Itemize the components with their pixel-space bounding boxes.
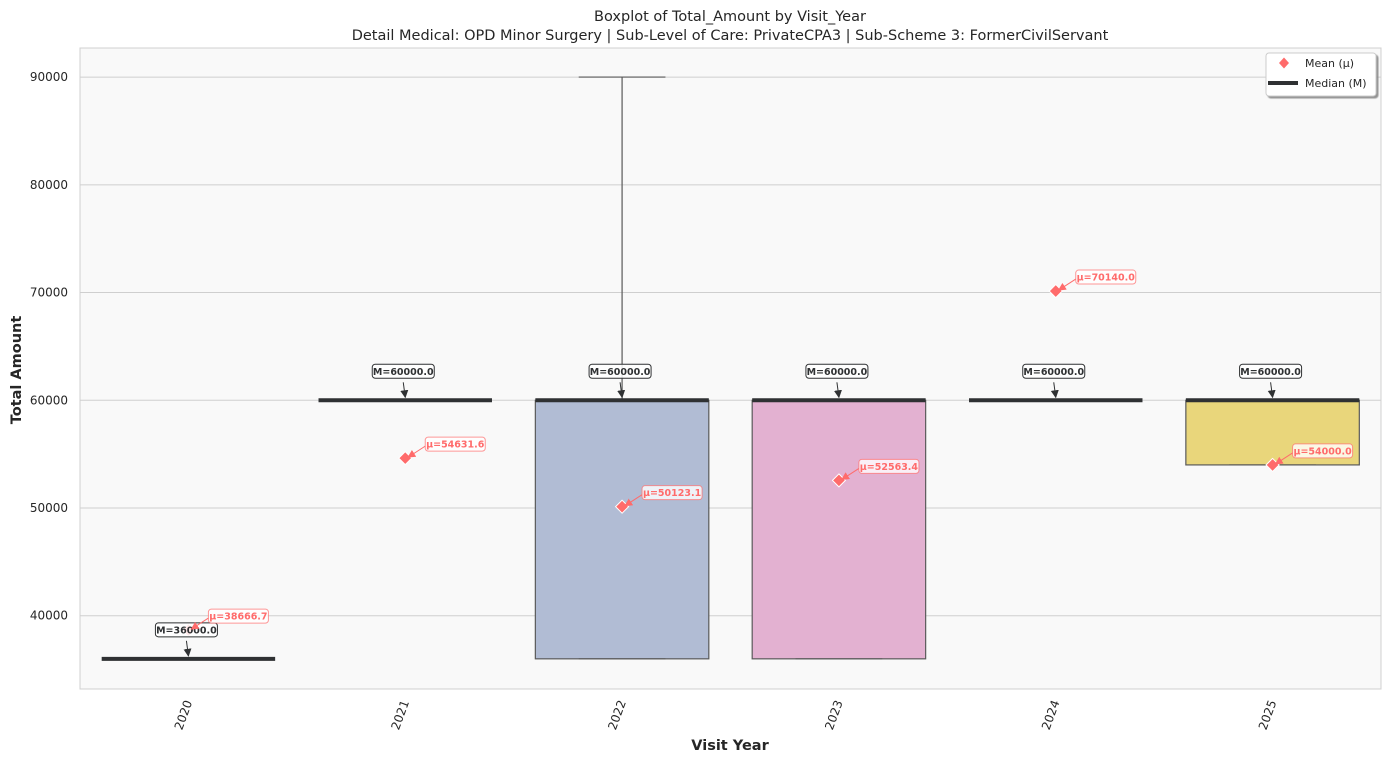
median-label-box-2025 bbox=[1239, 363, 1303, 379]
x-tick-label: 2025 bbox=[1256, 698, 1280, 731]
annotations: M=36000.0 μ=38666.7 M=60000.0 μ=54631.6 M=60… bbox=[154, 269, 1354, 657]
mean-label-box-2024 bbox=[1075, 269, 1137, 285]
chart-title: Boxplot of Total_Amount by Visit_Year bbox=[594, 9, 866, 25]
mean-label-box-2022 bbox=[641, 485, 703, 501]
mean-arrow-2020 bbox=[190, 617, 209, 630]
x-tick-label: 2020 bbox=[172, 698, 196, 731]
mean-arrow-2024 bbox=[1057, 278, 1077, 291]
mean-label-box-2021 bbox=[424, 436, 486, 452]
box-series bbox=[101, 76, 1360, 661]
median-arrow-2023 bbox=[834, 382, 842, 399]
legend-box bbox=[1265, 52, 1377, 97]
box-2023 bbox=[751, 399, 927, 660]
x-tick-label: 2023 bbox=[822, 698, 846, 731]
y-tick-label: 50000 bbox=[30, 501, 68, 515]
median-label-box-2020 bbox=[154, 622, 218, 638]
y-tick-label: 40000 bbox=[30, 609, 68, 623]
mean-arrow-2022 bbox=[624, 494, 643, 507]
legend-median-label: Median (M) bbox=[1305, 77, 1367, 90]
y-tick-label: 70000 bbox=[30, 286, 68, 300]
x-tick-label: 2022 bbox=[605, 698, 629, 731]
mean-arrow-2023 bbox=[841, 467, 860, 480]
legend-mean-marker bbox=[1279, 57, 1289, 69]
mean-label-2025: μ=54000.0 bbox=[1293, 446, 1352, 457]
median-arrow-2024 bbox=[1050, 382, 1059, 399]
y-tick-label: 60000 bbox=[30, 393, 68, 407]
x-axis-label: Visit Year bbox=[691, 738, 769, 754]
median-label-2022: M=60000.0 bbox=[590, 367, 651, 378]
mean-arrow-2025 bbox=[1274, 452, 1293, 465]
median-arrow-2025 bbox=[1267, 382, 1276, 399]
mean-label-2020: μ=38666.7 bbox=[209, 612, 267, 623]
plot-area bbox=[79, 47, 1382, 690]
x-axis-ticks: 2020 2021 2022 2023 2024 2025 bbox=[172, 698, 1280, 731]
y-tick-label: 90000 bbox=[30, 70, 68, 84]
x-tick-label: 2024 bbox=[1039, 698, 1063, 731]
chart-subtitle: Detail Medical: OPD Minor Surgery | Sub-… bbox=[352, 28, 1109, 44]
y-tick-label: 80000 bbox=[30, 178, 68, 192]
y-axis-label: Total Amount bbox=[9, 316, 25, 425]
median-arrow-2021 bbox=[400, 382, 409, 399]
mean-label-box-2020 bbox=[207, 608, 269, 624]
mean-label-2022: μ=50123.1 bbox=[643, 488, 701, 499]
median-label-box-2023 bbox=[805, 363, 869, 379]
y-axis-ticks: 40000 50000 60000 70000 80000 90000 bbox=[30, 70, 68, 623]
median-label-2020: M=36000.0 bbox=[156, 625, 217, 636]
mean-label-box-2023 bbox=[858, 458, 920, 474]
median-arrow-2020 bbox=[183, 640, 192, 657]
median-label-box-2024 bbox=[1022, 363, 1086, 379]
legend: Mean (μ) Median (M) bbox=[1265, 52, 1377, 97]
box-2022 bbox=[534, 399, 710, 660]
mean-label-2023: μ=52563.4 bbox=[860, 462, 919, 473]
mean-label-2021: μ=54631.6 bbox=[426, 440, 485, 451]
median-label-2021: M=60000.0 bbox=[373, 367, 434, 378]
mean-arrow-2021 bbox=[407, 445, 426, 458]
median-label-2024: M=60000.0 bbox=[1023, 367, 1084, 378]
mean-label-box-2025 bbox=[1292, 443, 1354, 459]
grid-lines bbox=[80, 76, 1381, 617]
median-label-box-2022 bbox=[588, 363, 652, 379]
median-label-2023: M=60000.0 bbox=[807, 367, 868, 378]
mean-label-2024: μ=70140.0 bbox=[1077, 273, 1136, 284]
median-arrow-2022 bbox=[617, 382, 626, 399]
x-tick-label: 2021 bbox=[388, 698, 412, 731]
median-label-2025: M=60000.0 bbox=[1240, 367, 1301, 378]
median-label-box-2021 bbox=[371, 363, 435, 379]
legend-mean-label: Mean (μ) bbox=[1305, 57, 1354, 70]
